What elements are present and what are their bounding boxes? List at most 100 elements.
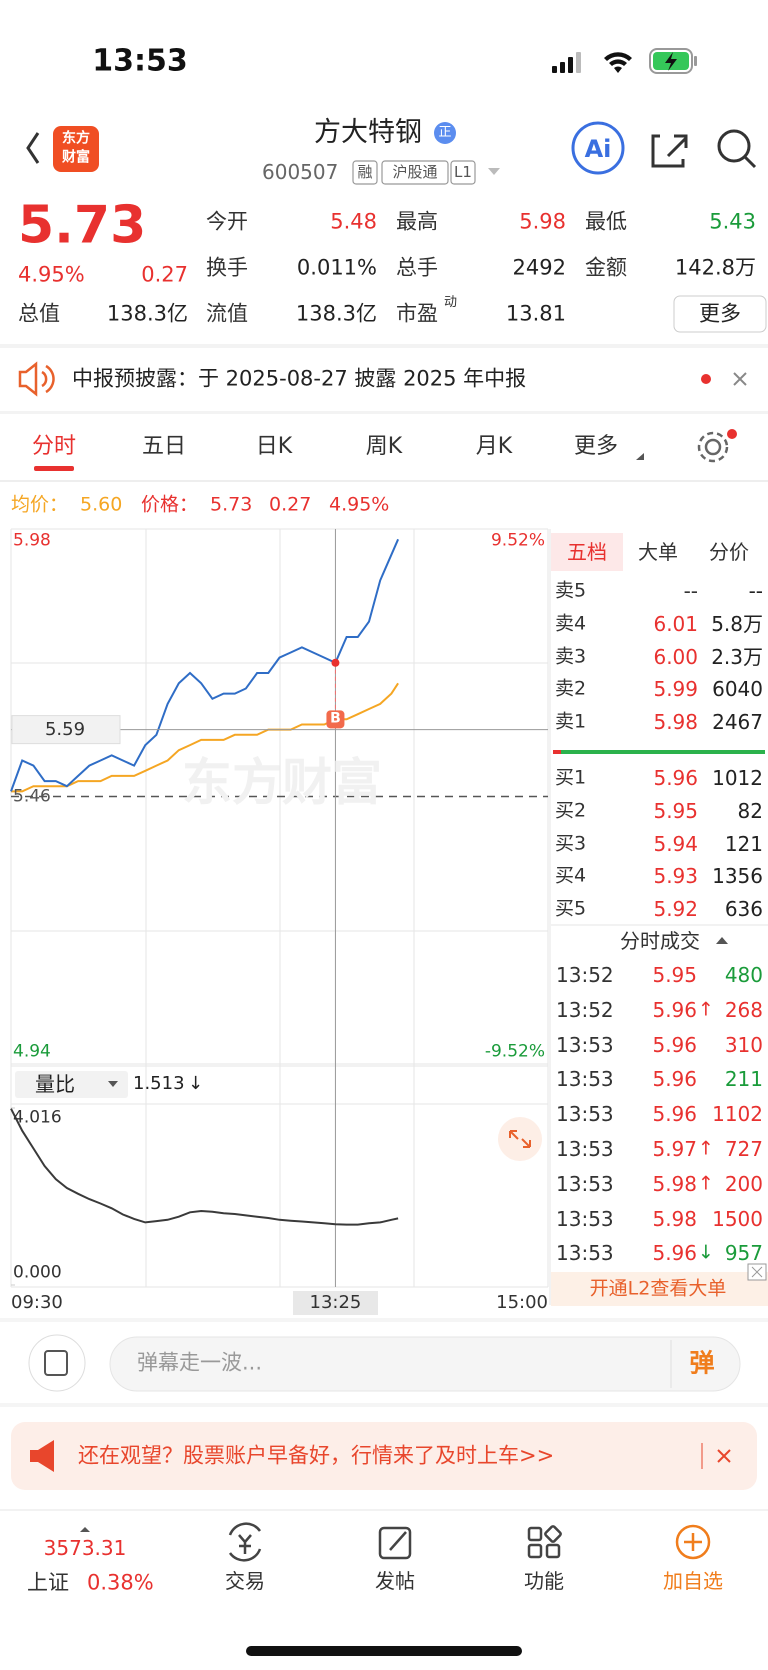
chart-tab[interactable]: 周K xyxy=(365,433,403,459)
chart-tab[interactable]: 更多 xyxy=(573,433,619,459)
ai-button[interactable]: Ai xyxy=(584,134,612,163)
y2-tick-label: 9.52% xyxy=(490,530,545,551)
close-icon[interactable] xyxy=(747,1263,767,1281)
book-label: 买4 xyxy=(555,864,587,887)
book-volume: 5.8万 xyxy=(711,611,763,636)
l2-link[interactable]: 开通L2查看大单 xyxy=(589,1277,727,1300)
tab-item[interactable]: 加自选 xyxy=(663,1569,723,1593)
book-label: 卖5 xyxy=(555,579,587,602)
dot xyxy=(727,429,737,439)
tag: 沪股通 xyxy=(392,162,438,181)
search-icon[interactable] xyxy=(717,129,757,169)
field-label: 最低 xyxy=(585,209,627,234)
legend-value: 0.27 xyxy=(269,493,312,516)
book-volume: -- xyxy=(748,579,763,603)
trade-price: 5.96 xyxy=(652,1032,697,1057)
book-label: 买3 xyxy=(555,832,587,855)
trade-volume: 1500 xyxy=(712,1206,763,1231)
tab-icons xyxy=(228,1522,562,1562)
chart-frame xyxy=(10,529,549,1288)
gear-icon[interactable] xyxy=(697,431,729,463)
price: 5.73 xyxy=(18,195,147,256)
book-price: -- xyxy=(683,579,698,603)
comment-icon[interactable] xyxy=(28,1334,86,1392)
divider xyxy=(0,480,768,482)
banner[interactable] xyxy=(11,1422,757,1490)
expand-icon xyxy=(509,1130,531,1148)
book-tab[interactable]: 分价 xyxy=(709,540,749,564)
change: 0.27 xyxy=(141,262,188,287)
comment-placeholder[interactable]: 弹幕走一波... xyxy=(137,1350,263,1375)
close-icon[interactable] xyxy=(717,1449,731,1463)
trade-price: 5.98 xyxy=(652,1206,697,1231)
legend-value: 5.60 xyxy=(80,493,123,516)
logo-text: 东方 xyxy=(62,130,90,147)
chart-tab[interactable]: 五日 xyxy=(141,433,187,459)
book-volume: 1356 xyxy=(712,864,763,889)
clock: 13:53 xyxy=(92,43,188,79)
close-icon[interactable] xyxy=(733,372,747,386)
divider xyxy=(0,411,768,414)
field-value: 2492 xyxy=(512,255,566,280)
book-price: 5.96 xyxy=(653,766,698,790)
ratio-selector[interactable] xyxy=(15,1071,128,1098)
trade-flag: ↑ xyxy=(698,1137,714,1160)
divider xyxy=(0,1318,768,1322)
comment-input[interactable] xyxy=(109,1336,741,1392)
chart-tab[interactable]: 月K xyxy=(475,433,513,459)
ai-icon[interactable] xyxy=(571,121,625,175)
book-price: 5.95 xyxy=(653,798,698,823)
danmaku-button[interactable]: 弹 xyxy=(689,1348,715,1378)
book-volume: 82 xyxy=(737,798,763,823)
watermark: 东方财富 xyxy=(182,753,382,812)
book-tab[interactable]: 五档 xyxy=(567,540,607,564)
ratio-title[interactable]: 量比 xyxy=(35,1072,75,1096)
trade-volume: 480 xyxy=(724,963,763,987)
field-label: 总值 xyxy=(18,301,60,326)
megaphone-icon xyxy=(30,1440,54,1472)
expand-button[interactable] xyxy=(498,1117,542,1161)
trade-flag: ↑ xyxy=(698,1172,714,1195)
l2-bar[interactable] xyxy=(551,1272,768,1306)
reference-label: 5.46 xyxy=(13,786,51,807)
add-icon[interactable] xyxy=(675,1524,711,1560)
caret xyxy=(488,168,500,175)
field-value: 0.011% xyxy=(296,255,377,280)
crosshair-time: 13:25 xyxy=(309,1292,362,1314)
more-button[interactable] xyxy=(673,295,767,333)
banner-text[interactable]: 还在观望？股票账户早备好，行情来了及时上车>> xyxy=(78,1443,555,1468)
badge-bg xyxy=(434,122,456,144)
trade-price: 5.95 xyxy=(652,963,697,987)
chart-tab[interactable]: 日K xyxy=(255,433,293,459)
divider xyxy=(0,1403,768,1407)
field-value: 142.8万 xyxy=(674,255,756,280)
notice[interactable]: 中报预披露：于 2025-08-27 披露 2025 年中报 xyxy=(72,366,527,391)
divider xyxy=(0,344,768,348)
book-label: 卖1 xyxy=(555,710,587,733)
trade-flag: ↑ xyxy=(698,998,714,1021)
book-price: 5.94 xyxy=(653,831,698,856)
book-tab[interactable]: 大单 xyxy=(638,540,678,564)
x-tick-label: 09:30 xyxy=(11,1292,63,1314)
legend-label: 价格： xyxy=(141,493,199,516)
trade-time: 13:53 xyxy=(556,1171,614,1196)
tab-item[interactable]: 功能 xyxy=(524,1569,564,1593)
index-name: 上证 xyxy=(27,1570,69,1595)
crosshair-dot xyxy=(331,658,340,667)
chart-tab[interactable]: 分时 xyxy=(31,433,77,459)
field-value: 5.98 xyxy=(519,209,566,234)
share-icon[interactable] xyxy=(651,134,688,168)
price-line xyxy=(10,538,400,792)
more-button[interactable]: 更多 xyxy=(699,301,741,326)
tab-item[interactable]: 交易 xyxy=(225,1569,265,1593)
book-divider xyxy=(553,750,561,754)
ratio-current: 1.513 xyxy=(133,1073,185,1095)
field-sup: 动 xyxy=(444,294,458,310)
book-volume: 1012 xyxy=(712,766,763,790)
trade-time: 13:53 xyxy=(556,1032,614,1057)
back-icon[interactable] xyxy=(26,132,40,164)
marker: B xyxy=(330,710,341,727)
tab-item[interactable]: 发帖 xyxy=(375,1569,415,1593)
field-label: 最高 xyxy=(396,209,438,234)
book-volume: 636 xyxy=(724,897,763,922)
